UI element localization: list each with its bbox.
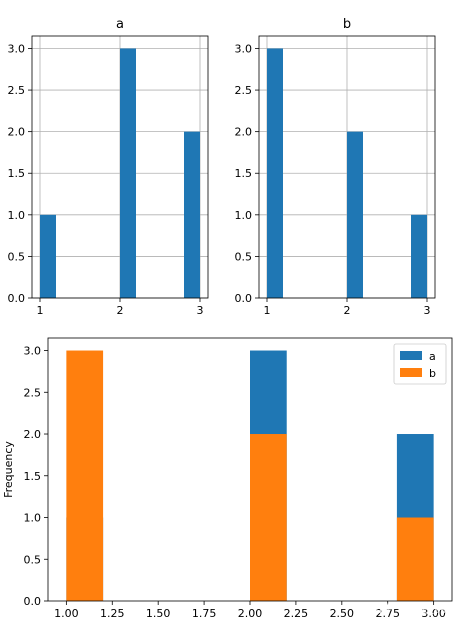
x-tick-label: 1 (37, 304, 44, 317)
y-tick-label: 2.0 (235, 126, 253, 139)
x-tick-label: 2.25 (284, 607, 309, 620)
y-tick-label: 2.5 (24, 386, 42, 399)
bar-b (396, 517, 434, 601)
x-tick-label: 1.50 (146, 607, 171, 620)
legend-swatch-b (400, 368, 422, 377)
y-tick-label: 2.5 (235, 84, 253, 97)
y-tick-label: 0.0 (24, 595, 42, 608)
bar (411, 214, 427, 298)
watermark-text: 知乎 @刘经纬老师 (370, 602, 470, 616)
chart-title: a (116, 17, 124, 32)
legend-label-a: a (429, 350, 436, 363)
y-tick-label: 3.0 (8, 42, 26, 55)
legend-swatch-a (400, 351, 422, 360)
overlay-histogram: 1.00 1.25 1.50 1.75 2.00 2.25 2.50 2.75 3.00 0.0 0… (2, 337, 453, 620)
x-tick-label: 1.00 (54, 607, 79, 620)
legend-box (393, 343, 447, 385)
bar (184, 131, 200, 298)
y-tick-label: 1.0 (24, 512, 42, 525)
bar (347, 131, 363, 298)
y-tick-label: 0.0 (8, 292, 26, 305)
y-tick-label: 3.0 (24, 345, 42, 358)
x-tick-label: 2.50 (330, 607, 355, 620)
x-tick-label: 2.75 (375, 607, 400, 620)
y-tick-label: 1.0 (8, 209, 26, 222)
y-tick-label: 2.0 (24, 428, 42, 441)
bar (40, 214, 56, 298)
y-tick-label: 0.5 (24, 553, 42, 566)
y-tick-label: 2.0 (8, 126, 26, 139)
bar-b (66, 350, 104, 601)
bar (267, 48, 283, 298)
y-tick-label: 0.0 (235, 292, 253, 305)
x-tick-label: 2.00 (238, 607, 263, 620)
x-tick-label: 3 (424, 304, 431, 317)
bar (120, 48, 136, 298)
y-tick-label: 0.5 (8, 250, 26, 263)
x-tick-label: 2 (344, 304, 351, 317)
x-tick-label: 3.00 (421, 607, 446, 620)
x-tick-label: 2 (117, 304, 124, 317)
histogram-b: 1 2 3 0.0 0.5 1.0 1.5 2.0 2.5 3.0 b (235, 17, 436, 317)
bar-b (250, 434, 287, 601)
x-tick-label: 1 (264, 304, 271, 317)
y-tick-label: 2.5 (8, 84, 26, 97)
y-tick-label: 3.0 (235, 42, 253, 55)
y-axis-label: Frequency (2, 441, 15, 498)
y-tick-label: 1.5 (8, 167, 26, 180)
x-tick-label: 3 (197, 304, 204, 317)
y-tick-label: 0.5 (235, 250, 253, 263)
x-tick-label: 1.75 (192, 607, 217, 620)
y-tick-label: 1.0 (235, 209, 253, 222)
x-tick-label: 1.25 (100, 607, 125, 620)
y-tick-label: 1.5 (24, 470, 42, 483)
chart-title: b (343, 17, 351, 32)
histogram-a: 1 2 3 0.0 0.5 1.0 1.5 2.0 2.5 3.0 a (8, 17, 209, 317)
y-tick-label: 1.5 (235, 167, 253, 180)
legend-label-b: b (429, 367, 436, 380)
